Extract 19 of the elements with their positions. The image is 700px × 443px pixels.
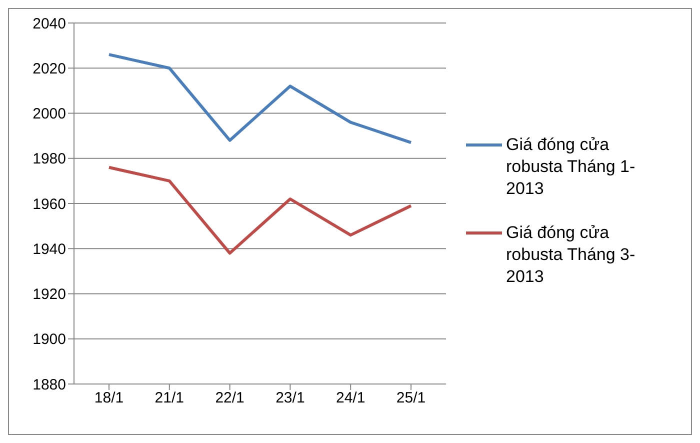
- y-tick-label: 1940: [32, 240, 66, 258]
- x-tick-label: 23/1: [276, 390, 305, 407]
- y-tick-label: 2040: [32, 15, 66, 32]
- x-tick-label: 18/1: [94, 390, 124, 407]
- legend-label: Giá đóng cửa robusta Tháng 3-2013: [506, 222, 636, 288]
- y-tick-label: 2000: [32, 106, 66, 123]
- x-tick-label: 21/1: [154, 390, 184, 407]
- x-tick-label: 24/1: [336, 390, 366, 407]
- x-tick-label: 22/1: [215, 390, 244, 407]
- line-series: [108, 166, 412, 255]
- y-tick-label: 1880: [32, 376, 66, 394]
- y-tick-label: 1980: [32, 150, 66, 168]
- y-tick-label: 1920: [32, 286, 66, 304]
- legend-label: Giá đóng cửa robusta Tháng 1-2013: [506, 134, 636, 200]
- y-tick-label: 2020: [32, 60, 66, 78]
- y-tick-label: 1960: [32, 196, 66, 213]
- x-tick-label: 25/1: [396, 390, 426, 407]
- y-tick-label: 1900: [32, 331, 66, 348]
- line-series: [108, 53, 412, 144]
